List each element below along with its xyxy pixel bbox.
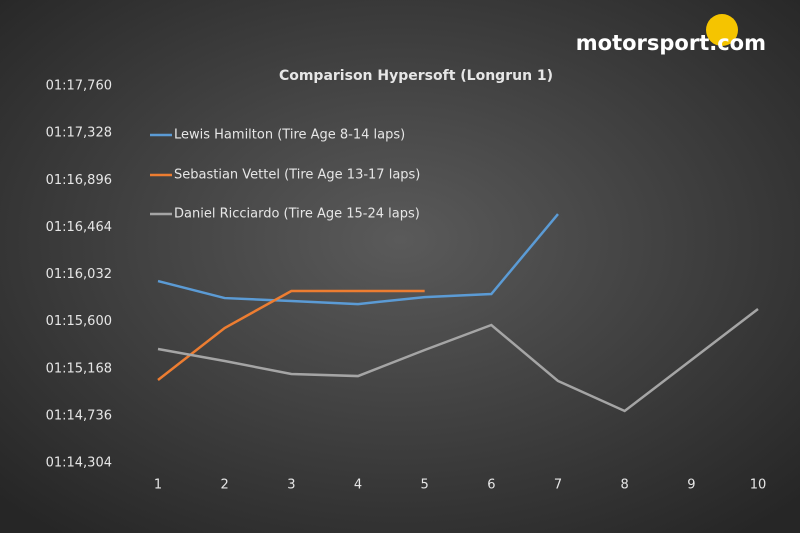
series-line xyxy=(157,307,759,413)
legend-label: Sebastian Vettel (Tire Age 13-17 laps) xyxy=(174,168,420,183)
x-tick-label: 8 xyxy=(621,478,629,493)
y-tick-label: 01:15,600 xyxy=(46,314,112,329)
y-tick-label: 01:14,736 xyxy=(46,408,112,423)
chart-title: Comparison Hypersoft (Longrun 1) xyxy=(279,68,553,84)
legend-label: Daniel Ricciardo (Tire Age 15-24 laps) xyxy=(174,207,420,222)
y-tick-label: 01:14,304 xyxy=(46,456,112,471)
x-tick-label: 4 xyxy=(354,478,362,493)
y-tick-label: 01:17,328 xyxy=(46,126,112,141)
x-tick-label: 3 xyxy=(287,478,295,493)
y-tick-label: 01:15,168 xyxy=(46,361,112,376)
series-line xyxy=(157,213,559,306)
y-tick-label: 01:16,032 xyxy=(46,267,112,282)
x-tick-label: 2 xyxy=(221,478,229,493)
legend-label: Lewis Hamilton (Tire Age 8-14 laps) xyxy=(174,128,405,143)
y-tick-label: 01:16,896 xyxy=(46,173,112,188)
y-tick-label: 01:17,760 xyxy=(46,79,112,94)
x-tick-label: 10 xyxy=(750,478,767,493)
y-tick-label: 01:16,464 xyxy=(46,220,112,235)
x-tick-label: 5 xyxy=(421,478,429,493)
x-tick-label: 9 xyxy=(687,478,695,493)
series-line xyxy=(157,289,425,381)
x-tick-label: 1 xyxy=(154,478,162,493)
logo-icon xyxy=(706,14,738,46)
logo: motorsport.com xyxy=(576,31,766,55)
x-tick-label: 7 xyxy=(554,478,562,493)
x-tick-label: 6 xyxy=(487,478,495,493)
